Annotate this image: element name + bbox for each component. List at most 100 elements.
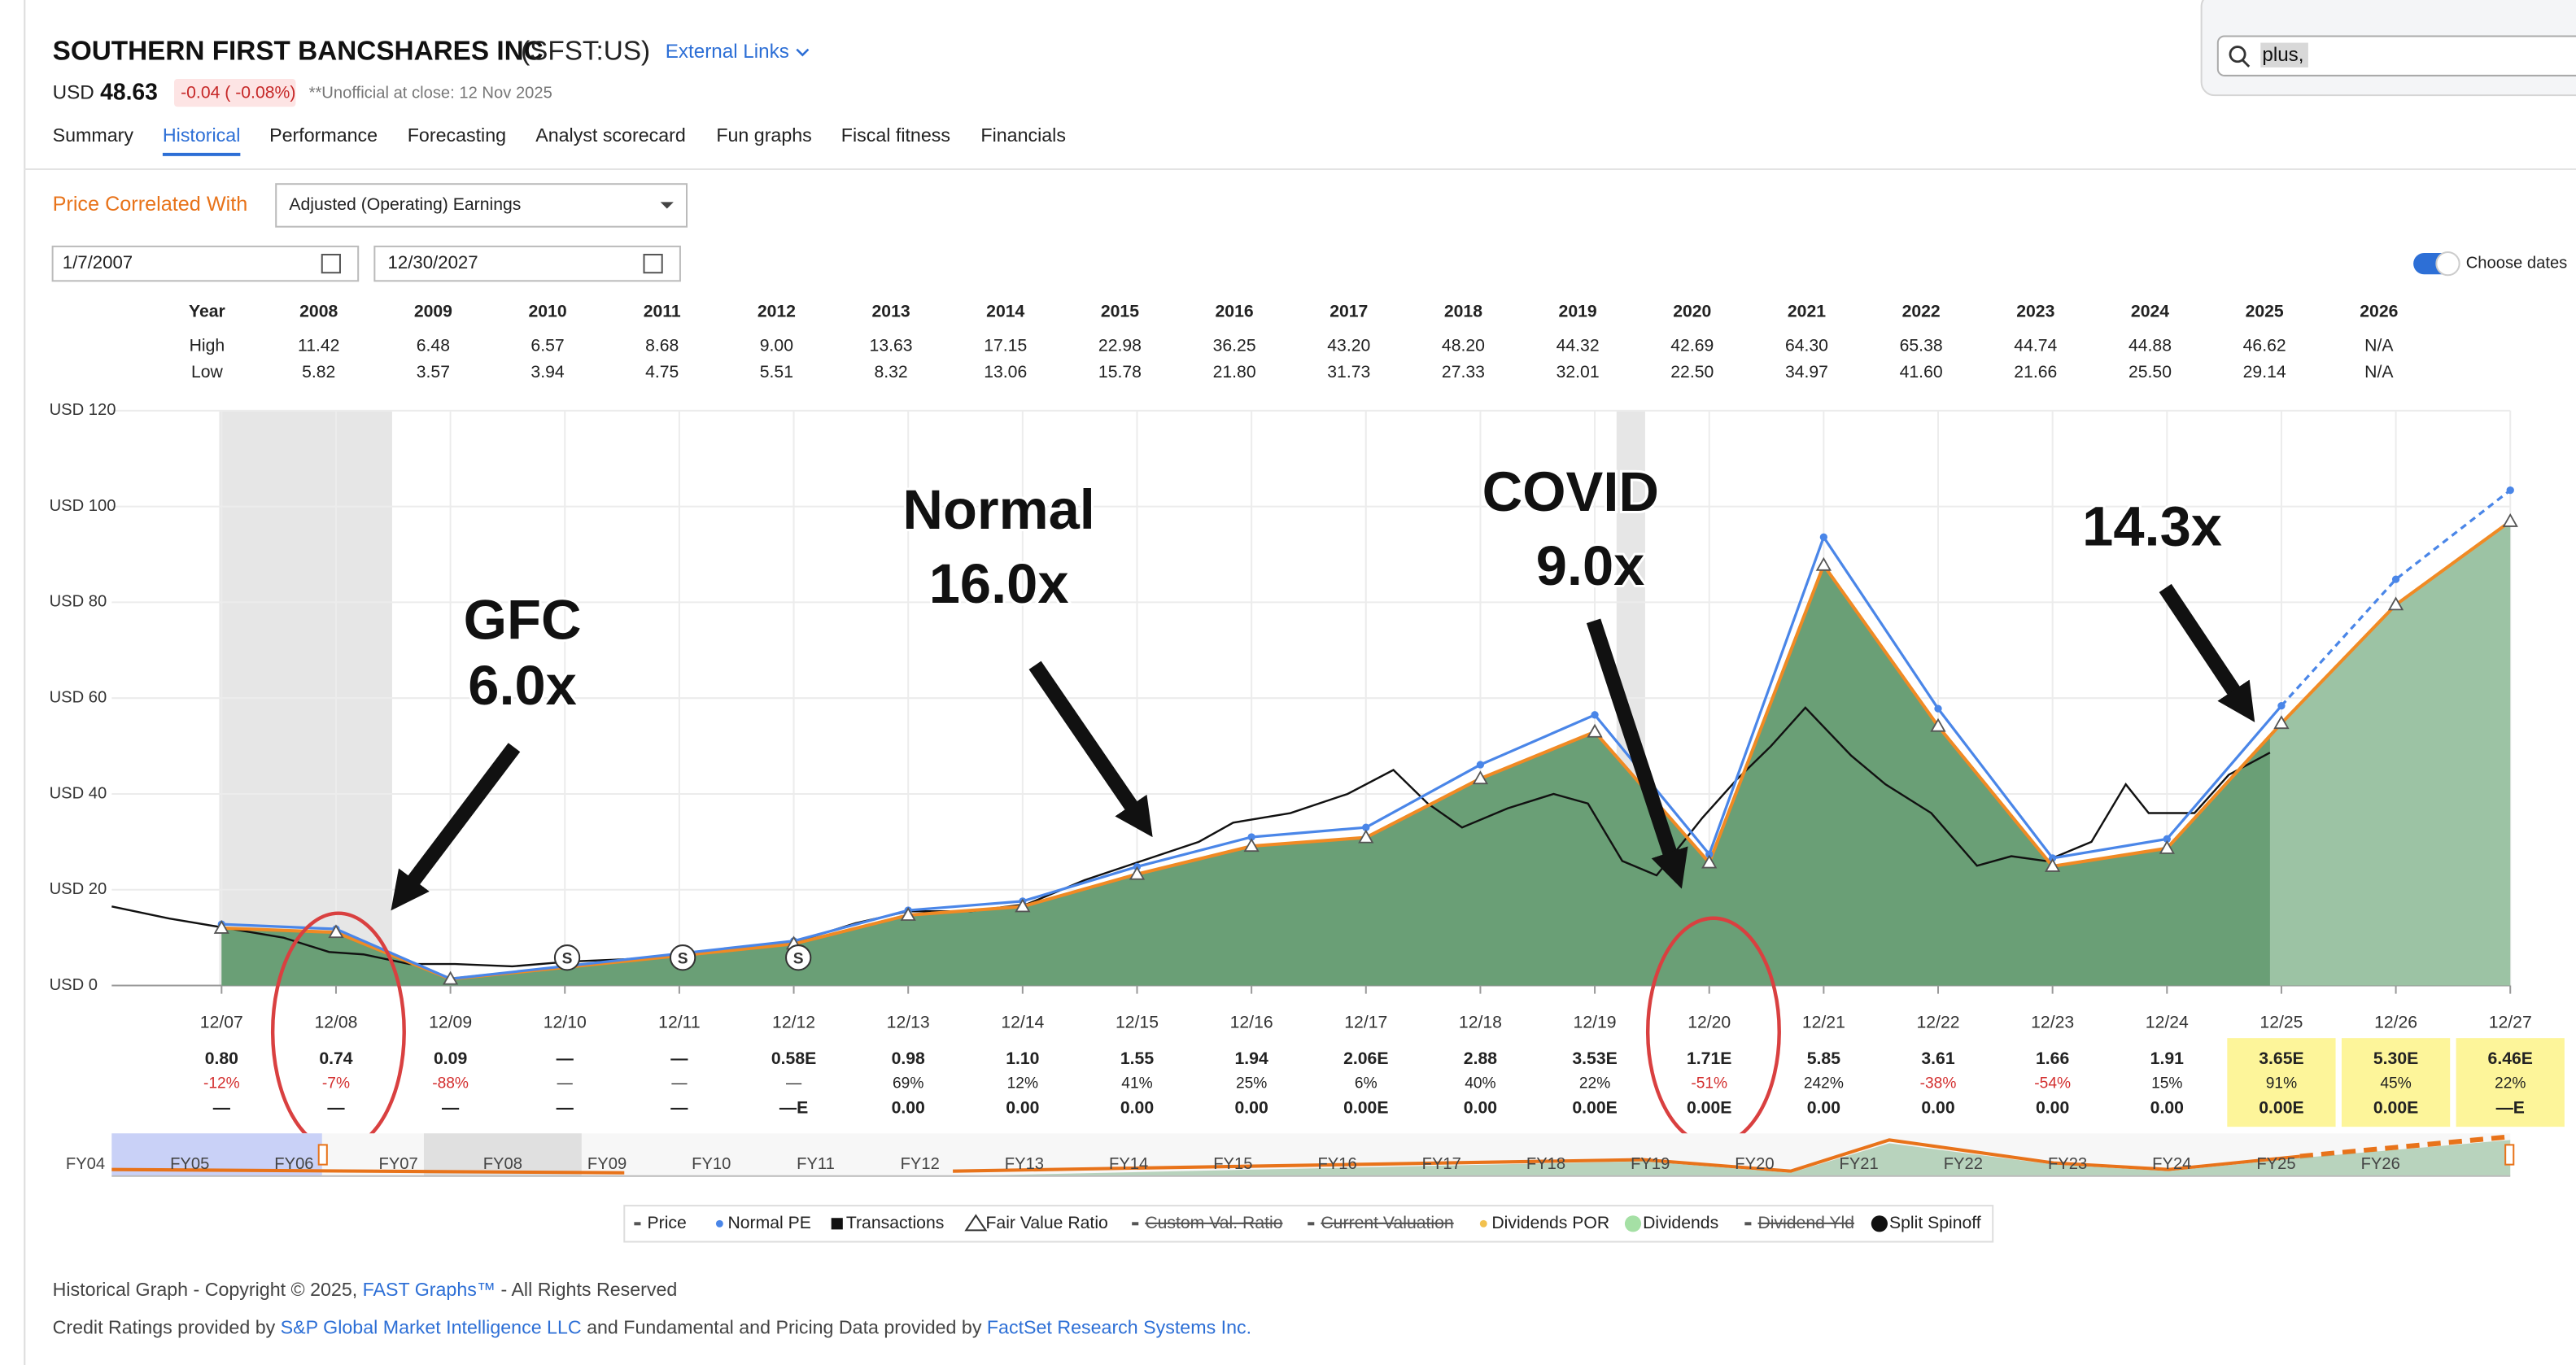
- annotation: GFC: [464, 588, 582, 651]
- high: 44.74: [2014, 337, 2057, 355]
- legend-entry[interactable]: Dividends: [1643, 1214, 1718, 1232]
- dividends-cell: —E: [2496, 1099, 2525, 1118]
- x-tick-label: 12/07: [200, 1014, 243, 1032]
- y-tick-label: USD 80: [50, 593, 107, 611]
- annotation: COVID: [1482, 460, 1659, 523]
- dividends-cell: —: [442, 1099, 460, 1118]
- eps-cell: 0.80: [205, 1049, 238, 1068]
- tab[interactable]: Historical: [163, 124, 240, 146]
- low: 25.50: [2128, 363, 2172, 382]
- high: 64.30: [1785, 337, 1828, 355]
- low: 5.82: [302, 363, 335, 382]
- legend-entry[interactable]: Dividends POR: [1491, 1214, 1609, 1232]
- low: 4.75: [645, 363, 679, 382]
- dividends-cell: —: [670, 1099, 688, 1118]
- footer-link[interactable]: FAST Graphs™: [363, 1279, 496, 1300]
- correlated-value[interactable]: Adjusted (Operating) Earnings: [289, 195, 521, 214]
- change-cell: -38%: [1920, 1075, 1957, 1092]
- normal-pe-point: [2277, 701, 2286, 710]
- eps-cell: 2.06E: [1343, 1049, 1388, 1068]
- search-query[interactable]: plus,: [2262, 44, 2303, 66]
- tab[interactable]: Forecasting: [408, 124, 506, 146]
- low: 21.80: [1213, 363, 1256, 382]
- fy-label: FY11: [797, 1155, 835, 1173]
- legend-entry[interactable]: Normal PE: [727, 1214, 810, 1232]
- row-header: Year: [189, 302, 225, 321]
- fy-label: FY09: [587, 1155, 627, 1173]
- correlated-select[interactable]: [275, 183, 688, 228]
- end-date-input[interactable]: [373, 245, 681, 282]
- normal-pe-point: [2506, 486, 2514, 495]
- tab[interactable]: Fiscal fitness: [841, 124, 950, 146]
- legend-entry[interactable]: Price: [648, 1214, 687, 1232]
- low: 3.57: [417, 363, 450, 382]
- navigator-line: [2299, 1134, 2511, 1159]
- calendar-icon[interactable]: [321, 254, 341, 274]
- high: 17.15: [984, 337, 1027, 355]
- calendar-icon[interactable]: [643, 254, 663, 274]
- fair-value-point: [1129, 866, 1146, 880]
- legend-swatch: [831, 1218, 843, 1230]
- legend-entry[interactable]: Dividend Yld: [1757, 1214, 1854, 1232]
- x-tick-label: 12/22: [1916, 1014, 1959, 1032]
- footer-link[interactable]: FactSet Research Systems Inc.: [987, 1317, 1251, 1338]
- change-cell: -88%: [432, 1075, 469, 1092]
- high: 22.98: [1098, 337, 1142, 355]
- forecast-highlight: [2456, 1038, 2565, 1127]
- legend-entry[interactable]: Fair Value Ratio: [985, 1214, 1107, 1232]
- external-links[interactable]: External Links: [666, 41, 789, 63]
- fair-value-point: [1701, 854, 1718, 869]
- fy-label: FY22: [1944, 1155, 1983, 1173]
- tab[interactable]: Performance: [269, 124, 378, 146]
- year: 2021: [1788, 302, 1826, 321]
- legend-swatch: [715, 1219, 723, 1228]
- change-cell: -12%: [203, 1075, 240, 1092]
- legend-entry[interactable]: Custom Val. Ratio: [1145, 1214, 1282, 1232]
- dividends-cell: 0.00: [2150, 1099, 2184, 1118]
- legend-entry[interactable]: Current Valuation: [1321, 1214, 1453, 1232]
- footer-text: - All Rights Reserved: [496, 1279, 677, 1300]
- currency: USD: [53, 82, 94, 104]
- start-date[interactable]: 1/7/2007: [63, 252, 133, 273]
- arrow: [1028, 661, 1153, 838]
- x-tick-label: 12/09: [429, 1014, 472, 1032]
- end-date[interactable]: 12/30/2027: [388, 252, 478, 273]
- change-cell: 22%: [2495, 1075, 2526, 1092]
- navigator-handle[interactable]: [2504, 1144, 2515, 1166]
- tab[interactable]: Analyst scorecard: [535, 124, 686, 146]
- fy-label: FY21: [1840, 1155, 1879, 1173]
- footer-copyright: Historical Graph - Copyright © 2025, FAS…: [53, 1279, 678, 1300]
- ticker: (SFST:US): [521, 36, 650, 66]
- x-tick-label: 12/18: [1459, 1014, 1502, 1032]
- arrow: [2159, 583, 2255, 722]
- navigator-handle[interactable]: [317, 1144, 328, 1166]
- navigator-area: [953, 1140, 2511, 1176]
- low: 41.60: [1900, 363, 1943, 382]
- legend-swatch: [1479, 1219, 1487, 1228]
- footer-link[interactable]: S&P Global Market Intelligence LLC: [281, 1317, 582, 1338]
- tab[interactable]: Financials: [980, 124, 1066, 146]
- normal-pe-forecast: [2280, 489, 2512, 707]
- x-tick-label: 12/11: [658, 1014, 700, 1032]
- fy-label: FY12: [901, 1155, 940, 1173]
- dividends-cell: 0.00: [1464, 1099, 1497, 1118]
- price-line: [111, 706, 2271, 968]
- legend-entry[interactable]: Transactions: [846, 1214, 945, 1232]
- x-tick-label: 12/27: [2489, 1014, 2532, 1032]
- low: 15.78: [1098, 363, 1142, 382]
- x-tick-label: 12/26: [2374, 1014, 2417, 1032]
- high: 13.63: [870, 337, 913, 355]
- legend-entry[interactable]: Split Spinoff: [1889, 1214, 1981, 1232]
- low: 31.73: [1327, 363, 1370, 382]
- x-tick-label: 12/08: [314, 1014, 357, 1032]
- choose-dates[interactable]: Choose dates: [2466, 254, 2568, 272]
- start-date-input[interactable]: [51, 245, 360, 282]
- tab[interactable]: Summary: [53, 124, 134, 146]
- fair-value-point: [1815, 556, 1832, 571]
- dividends-cell: 0.00E: [1343, 1099, 1388, 1118]
- tab[interactable]: Fun graphs: [716, 124, 811, 146]
- eps-cell: 3.61: [1921, 1049, 1954, 1068]
- footer-credits: Credit Ratings provided by S&P Global Ma…: [53, 1317, 1251, 1338]
- y-tick-label: USD 40: [50, 784, 107, 802]
- chart: USD 0 USD 20 USD 40 USD 60 USD 80 USD 100 USD …: [50, 401, 2532, 1031]
